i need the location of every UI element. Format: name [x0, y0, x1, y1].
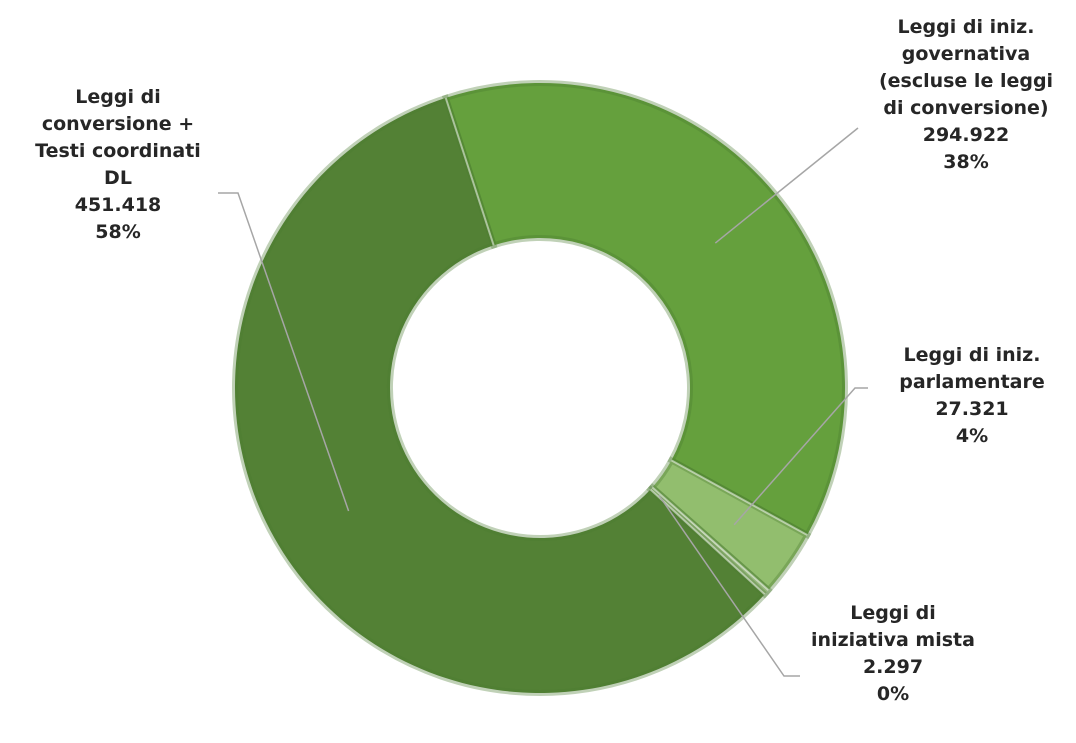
- slice-percent: 58%: [95, 221, 141, 243]
- slice-label-line: Leggi di iniz.: [897, 16, 1035, 38]
- data-label-leggi-iniz-parlamentare: Leggi di iniz. parlamentare 27.321 4%: [868, 342, 1076, 450]
- slice-label-line: Leggi di: [75, 86, 161, 108]
- slice-value: 2.297: [862, 656, 924, 678]
- slice-label-line: parlamentare: [899, 371, 1045, 393]
- slice-separator: [670, 459, 808, 536]
- slice-percent: 4%: [955, 425, 989, 447]
- slice-value: 451.418: [74, 194, 162, 216]
- slice-label-line: Leggi di: [850, 602, 936, 624]
- slice-value: 27.321: [935, 398, 1009, 420]
- slice-label-line: Leggi di iniz.: [903, 344, 1041, 366]
- slice-separator: [649, 488, 766, 596]
- slice-label-line: iniziativa mista: [811, 629, 975, 651]
- slice-leggi-di-conversione: [232, 94, 769, 696]
- slice-value: 294.922: [922, 124, 1010, 146]
- leader-line: [733, 387, 868, 526]
- leader-line: [218, 192, 350, 512]
- data-label-leggi-iniz-governativa: Leggi di iniz. governativa (escluse le l…: [858, 14, 1074, 176]
- slice-percent: 38%: [943, 151, 989, 173]
- slice-label-line: di conversione): [883, 97, 1049, 119]
- slice-separator: [444, 97, 495, 246]
- slice-leggi-iniz-governativa: [441, 80, 848, 540]
- slice-label-line: Testi coordinati: [35, 140, 201, 162]
- data-label-leggi-di-conversione: Leggi di conversione + Testi coordinati …: [18, 84, 218, 246]
- slice-label-line: (escluse le leggi: [878, 70, 1054, 92]
- leader-line: [658, 494, 800, 677]
- slice-label-line: governativa: [901, 43, 1031, 65]
- leader-line: [714, 127, 859, 244]
- data-label-leggi-iniziativa-mista: Leggi di iniziativa mista 2.297 0%: [798, 600, 988, 708]
- slice-label-line: DL: [104, 167, 132, 189]
- slice-label-line: conversione +: [41, 113, 195, 135]
- slice-separator: [651, 486, 770, 591]
- slice-percent: 0%: [876, 683, 910, 705]
